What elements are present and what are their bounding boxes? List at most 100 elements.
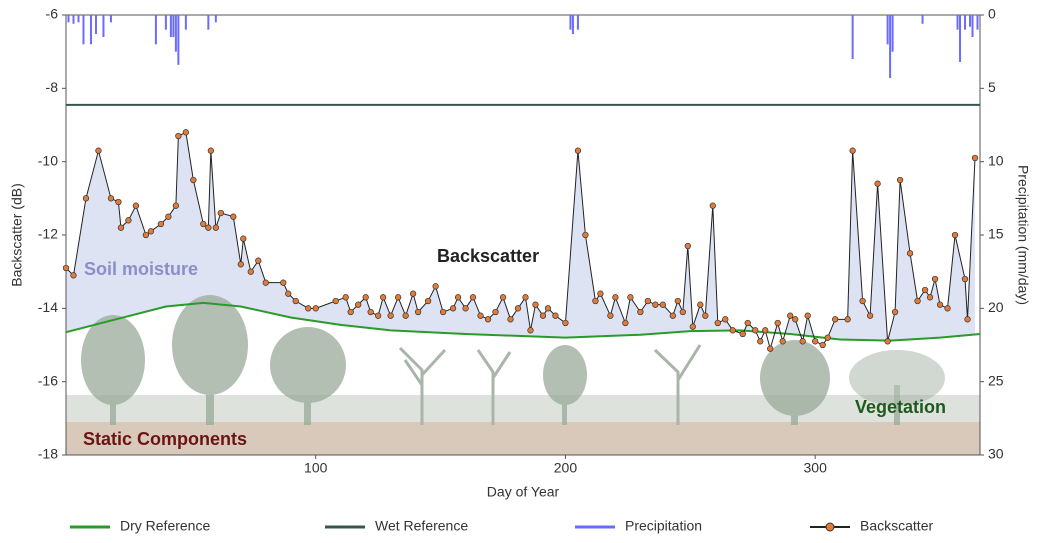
backscatter-point xyxy=(165,213,172,220)
annotation: Static Components xyxy=(83,429,247,449)
backscatter-point xyxy=(792,316,799,323)
backscatter-point xyxy=(774,319,781,327)
legend-marker xyxy=(825,522,835,532)
precip-bar xyxy=(956,15,959,30)
x-tick-label: 200 xyxy=(554,460,578,476)
legend-label: Backscatter xyxy=(860,518,933,534)
backscatter-point xyxy=(644,297,652,305)
y2-tick-label: 15 xyxy=(988,226,1004,242)
backscatter-point xyxy=(394,294,402,301)
trees xyxy=(81,295,945,425)
backscatter-point xyxy=(477,312,484,319)
precip-bar xyxy=(89,15,92,45)
backscatter-point xyxy=(874,180,881,187)
y2-tick-label: 30 xyxy=(988,446,1004,462)
backscatter-point xyxy=(926,294,934,301)
backscatter-point xyxy=(779,338,786,345)
precip-bar xyxy=(851,15,854,59)
backscatter-point xyxy=(147,228,155,235)
backscatter-point xyxy=(674,297,681,305)
backscatter-point xyxy=(832,316,839,323)
backscatter-point xyxy=(230,213,237,220)
precip-bar xyxy=(886,15,889,45)
precip-bar xyxy=(976,15,979,30)
precip-bar xyxy=(72,15,75,24)
backscatter-point xyxy=(414,308,422,316)
annotation: Backscatter xyxy=(437,246,539,266)
backscatter-point xyxy=(679,308,686,316)
backscatter-point xyxy=(107,195,115,202)
backscatter-point xyxy=(951,231,959,239)
backscatter-point xyxy=(355,301,362,308)
backscatter-point xyxy=(859,297,866,305)
backscatter-point xyxy=(449,305,457,312)
backscatter-point xyxy=(247,268,254,275)
soil xyxy=(66,422,980,455)
backscatter-point xyxy=(697,301,704,308)
line xyxy=(65,131,976,351)
y-tick-label: -8 xyxy=(46,79,59,95)
backscatter-point xyxy=(492,308,499,316)
backscatter-point xyxy=(207,147,214,154)
precip-bar xyxy=(569,15,572,30)
backscatter-point xyxy=(142,231,150,239)
backscatter-point xyxy=(612,294,619,301)
backscatter-point xyxy=(562,319,569,327)
backscatter-point xyxy=(684,242,691,250)
backscatter-point xyxy=(190,176,197,184)
y-axis-label: Backscatter (dB) xyxy=(9,183,25,286)
precip-bar xyxy=(82,15,85,45)
y2-tick-label: 0 xyxy=(988,6,996,22)
backscatter-point xyxy=(182,129,190,136)
legend-label: Dry Reference xyxy=(120,518,210,534)
precip-bar xyxy=(172,15,175,37)
precip-bar xyxy=(971,15,974,37)
backscatter-point xyxy=(914,297,921,305)
precip-bar xyxy=(214,15,217,23)
y-tick-label: -16 xyxy=(38,372,58,388)
backscatter-point xyxy=(709,202,716,209)
backscatter-point xyxy=(292,297,299,305)
backscatter-point xyxy=(62,264,70,272)
backscatter-point xyxy=(729,327,736,334)
backscatter-point xyxy=(115,198,122,206)
grass xyxy=(66,395,980,423)
precip-bar xyxy=(964,15,967,30)
backscatter-point xyxy=(95,147,102,154)
backscatter-point xyxy=(866,312,874,319)
backscatter-point xyxy=(622,319,629,327)
backscatter-point xyxy=(212,224,219,231)
backscatter-point xyxy=(432,283,439,290)
precip-bar xyxy=(169,15,172,37)
backscatter-point xyxy=(347,308,354,316)
backscatter-point xyxy=(157,220,165,228)
backscatter-point xyxy=(82,195,90,202)
backscatter-point xyxy=(669,312,676,319)
backscatter-point xyxy=(532,301,539,308)
precip-bar xyxy=(67,15,70,23)
backscatter-point xyxy=(722,316,729,323)
backscatter-point xyxy=(240,235,247,242)
backscatter-point xyxy=(439,308,447,316)
backscatter-point xyxy=(844,316,851,323)
backscatter-point xyxy=(804,312,811,319)
backscatter-point xyxy=(125,217,132,224)
backscatter-point xyxy=(739,330,746,338)
backscatter-point xyxy=(507,316,514,323)
y-tick-label: -14 xyxy=(38,299,58,315)
y-tick-label: -6 xyxy=(46,6,59,22)
backscatter-point xyxy=(332,297,339,305)
backscatter-point xyxy=(484,316,492,323)
backscatter-point xyxy=(367,308,374,316)
backscatter-point xyxy=(527,327,534,334)
x-tick-label: 100 xyxy=(304,460,328,476)
precip-bar xyxy=(889,15,892,79)
backscatter-point xyxy=(514,305,522,312)
backscatter-point xyxy=(757,338,764,345)
backscatter-point xyxy=(362,294,369,301)
backscatter-point xyxy=(424,297,432,305)
y-tick-label: -18 xyxy=(38,446,58,462)
backscatter-point xyxy=(375,312,382,319)
precip-bar xyxy=(94,15,97,35)
